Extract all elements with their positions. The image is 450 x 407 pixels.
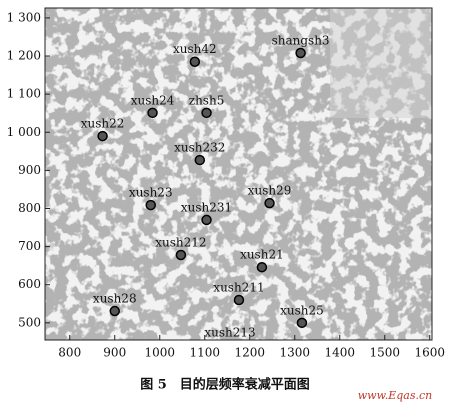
well-marker xyxy=(194,154,206,166)
point-label: xush25 xyxy=(280,303,324,317)
point-label: xush211 xyxy=(213,280,264,294)
y-tick-label: 500 xyxy=(18,315,41,329)
well-marker xyxy=(264,197,275,209)
point-label: xush212 xyxy=(155,235,206,249)
x-tick-label: 1100 xyxy=(189,346,220,360)
point-label: xush231 xyxy=(181,200,232,214)
well-marker xyxy=(201,107,212,119)
y-tick-label: 600 xyxy=(18,277,41,291)
annotation: xush213 xyxy=(204,326,255,340)
y-tick-label: 900 xyxy=(18,163,41,177)
well-marker xyxy=(175,249,187,261)
well-marker xyxy=(256,261,268,273)
well-marker xyxy=(97,130,108,142)
point-label: xush28 xyxy=(93,292,137,306)
well-marker xyxy=(109,305,120,317)
point-label: xush42 xyxy=(173,42,217,56)
y-tick-label: 700 xyxy=(18,239,41,253)
point-label: xush232 xyxy=(174,141,225,155)
watermark: www.Eqas.cn xyxy=(358,389,432,402)
point-label: xush21 xyxy=(240,248,284,262)
well-marker xyxy=(296,317,308,329)
x-tick-label: 1300 xyxy=(279,346,310,360)
point-label: xush23 xyxy=(129,186,173,200)
point-label: zhsh5 xyxy=(189,93,225,107)
x-tick-label: 800 xyxy=(58,346,81,360)
x-tick-label: 1200 xyxy=(234,346,265,360)
well-marker xyxy=(233,294,245,306)
well-marker xyxy=(295,47,306,59)
shade xyxy=(330,8,432,118)
x-tick-label: 1500 xyxy=(369,346,400,360)
x-tick-label: 900 xyxy=(103,346,126,360)
well-marker xyxy=(201,214,212,226)
y-tick-label: 1 100 xyxy=(7,87,41,101)
point-label: xush22 xyxy=(81,117,125,131)
point-label: shangsh3 xyxy=(272,33,330,47)
well-marker xyxy=(147,107,158,119)
caption: 图 5 目的层频率衰减平面图 xyxy=(140,377,310,393)
y-tick-label: 800 xyxy=(18,201,41,215)
point-label: xush24 xyxy=(131,93,175,107)
x-tick-label: 1400 xyxy=(324,346,355,360)
well-marker xyxy=(145,199,156,211)
y-tick-label: 1 000 xyxy=(7,125,41,139)
plot-frame xyxy=(44,7,433,341)
x-tick-label: 1000 xyxy=(144,346,175,360)
y-tick-label: 1 200 xyxy=(7,49,41,63)
x-tick-label: 1600 xyxy=(414,346,445,360)
point-label: xush29 xyxy=(248,184,292,198)
well-marker xyxy=(189,56,201,67)
y-tick-label: 1 300 xyxy=(7,10,41,24)
